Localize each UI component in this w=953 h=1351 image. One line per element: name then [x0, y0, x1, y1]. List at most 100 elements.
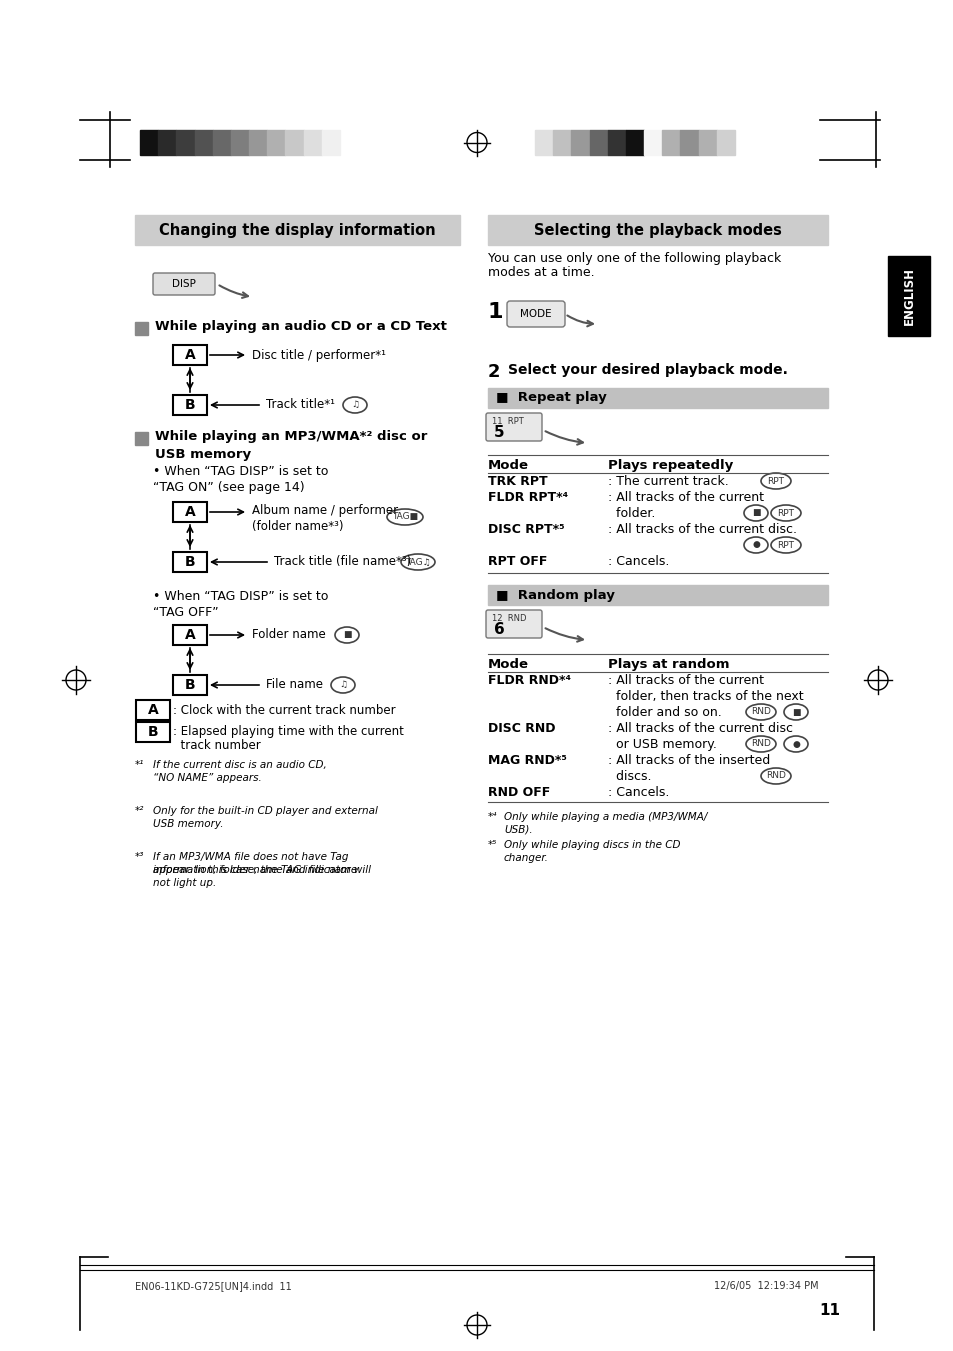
Text: : All tracks of the current: : All tracks of the current — [607, 490, 763, 504]
Text: “TAG ON” (see page 14): “TAG ON” (see page 14) — [152, 481, 304, 494]
FancyBboxPatch shape — [172, 676, 207, 694]
Text: While playing an MP3/WMA*² disc or: While playing an MP3/WMA*² disc or — [154, 430, 427, 443]
Text: RND: RND — [750, 708, 770, 716]
Bar — [321, 130, 339, 155]
Bar — [267, 130, 285, 155]
Text: Mode: Mode — [488, 459, 529, 471]
Text: (folder name*³): (folder name*³) — [252, 520, 343, 534]
Text: MODE: MODE — [519, 309, 551, 319]
Text: Album name / performer: Album name / performer — [252, 504, 397, 517]
Text: Plays repeatedly: Plays repeatedly — [607, 459, 733, 471]
FancyBboxPatch shape — [172, 503, 207, 521]
Text: information, folder name and file name: information, folder name and file name — [152, 865, 356, 875]
Text: : Elapsed playing time with the current: : Elapsed playing time with the current — [172, 725, 403, 738]
Bar — [716, 130, 734, 155]
Text: ■: ■ — [342, 631, 351, 639]
Text: B: B — [185, 678, 195, 692]
FancyBboxPatch shape — [506, 301, 564, 327]
Text: 11: 11 — [818, 1302, 840, 1319]
Text: If an MP3/WMA file does not have Tag: If an MP3/WMA file does not have Tag — [152, 852, 348, 862]
Text: 12/6/05  12:19:34 PM: 12/6/05 12:19:34 PM — [714, 1281, 818, 1292]
Text: : All tracks of the current disc: : All tracks of the current disc — [607, 721, 792, 735]
Text: 5: 5 — [494, 426, 504, 440]
Text: : Cancels.: : Cancels. — [607, 555, 669, 567]
Text: discs.: discs. — [607, 770, 651, 784]
Bar — [553, 130, 571, 155]
Text: 2: 2 — [488, 363, 500, 381]
Text: If the current disc is an audio CD,: If the current disc is an audio CD, — [152, 761, 327, 770]
Text: USB).: USB). — [503, 825, 532, 835]
FancyBboxPatch shape — [136, 700, 170, 720]
Text: FLDR RPT*⁴: FLDR RPT*⁴ — [488, 490, 568, 504]
Bar — [589, 130, 607, 155]
Text: track number: track number — [172, 739, 260, 753]
Bar — [571, 130, 589, 155]
Bar — [194, 130, 213, 155]
Bar — [285, 130, 303, 155]
Text: ■  Random play: ■ Random play — [496, 589, 615, 601]
Text: folder.: folder. — [607, 507, 655, 520]
FancyBboxPatch shape — [152, 273, 214, 295]
Text: ■: ■ — [751, 508, 760, 517]
Text: DISP: DISP — [172, 280, 195, 289]
Bar — [140, 130, 158, 155]
Text: *¹: *¹ — [135, 761, 144, 770]
Text: ●: ● — [791, 739, 800, 748]
Text: ●: ● — [751, 540, 760, 550]
Text: USB memory: USB memory — [154, 449, 251, 461]
Text: RPT: RPT — [777, 540, 794, 550]
Text: ENGLISH: ENGLISH — [902, 267, 915, 326]
Text: *⁵: *⁵ — [488, 840, 497, 850]
Text: Selecting the playback modes: Selecting the playback modes — [534, 223, 781, 238]
Text: 1: 1 — [488, 303, 503, 322]
Text: Track title (file name*³): Track title (file name*³) — [274, 555, 411, 569]
Bar — [643, 130, 661, 155]
Text: TAG♫: TAG♫ — [405, 558, 431, 566]
Text: : All tracks of the current disc.: : All tracks of the current disc. — [607, 523, 796, 536]
Text: 6: 6 — [494, 621, 504, 638]
Text: Only for the built-in CD player and external: Only for the built-in CD player and exte… — [152, 807, 377, 816]
Text: A: A — [185, 505, 195, 519]
Text: FLDR RND*⁴: FLDR RND*⁴ — [488, 674, 571, 688]
Text: Disc title / performer*¹: Disc title / performer*¹ — [252, 349, 386, 362]
Text: *²: *² — [135, 807, 144, 816]
Text: A: A — [185, 349, 195, 362]
Text: DISC RPT*⁵: DISC RPT*⁵ — [488, 523, 564, 536]
Bar — [679, 130, 698, 155]
FancyBboxPatch shape — [485, 413, 541, 440]
Text: changer.: changer. — [503, 852, 548, 863]
Text: A: A — [148, 703, 158, 717]
Text: B: B — [148, 725, 158, 739]
Bar — [158, 130, 176, 155]
Text: Only while playing discs in the CD: Only while playing discs in the CD — [503, 840, 679, 850]
FancyBboxPatch shape — [172, 345, 207, 365]
Text: “TAG OFF”: “TAG OFF” — [152, 607, 218, 619]
Text: ■: ■ — [791, 708, 800, 716]
FancyBboxPatch shape — [172, 626, 207, 644]
Text: or USB memory.: or USB memory. — [607, 738, 716, 751]
Bar — [698, 130, 716, 155]
Bar — [213, 130, 231, 155]
Text: • When “TAG DISP” is set to: • When “TAG DISP” is set to — [152, 590, 328, 603]
Text: • When “TAG DISP” is set to: • When “TAG DISP” is set to — [152, 465, 328, 478]
Text: : All tracks of the current: : All tracks of the current — [607, 674, 763, 688]
FancyBboxPatch shape — [485, 611, 541, 638]
Text: not light up.: not light up. — [152, 878, 216, 888]
FancyBboxPatch shape — [172, 553, 207, 571]
Text: 12  RND: 12 RND — [492, 613, 526, 623]
Bar — [661, 130, 679, 155]
Text: 11  RPT: 11 RPT — [492, 417, 523, 426]
Text: RPT OFF: RPT OFF — [488, 555, 547, 567]
Bar — [231, 130, 249, 155]
FancyBboxPatch shape — [136, 721, 170, 742]
Text: Folder name: Folder name — [252, 628, 325, 642]
Text: TRK RPT: TRK RPT — [488, 476, 547, 488]
Text: Plays at random: Plays at random — [607, 658, 729, 671]
Text: Mode: Mode — [488, 658, 529, 671]
Text: While playing an audio CD or a CD Text: While playing an audio CD or a CD Text — [154, 320, 446, 332]
Text: RPT: RPT — [777, 508, 794, 517]
Bar — [488, 585, 827, 605]
Text: EN06-11KD-G725[UN]4.indd  11: EN06-11KD-G725[UN]4.indd 11 — [135, 1281, 292, 1292]
Text: RND: RND — [750, 739, 770, 748]
Bar — [607, 130, 625, 155]
